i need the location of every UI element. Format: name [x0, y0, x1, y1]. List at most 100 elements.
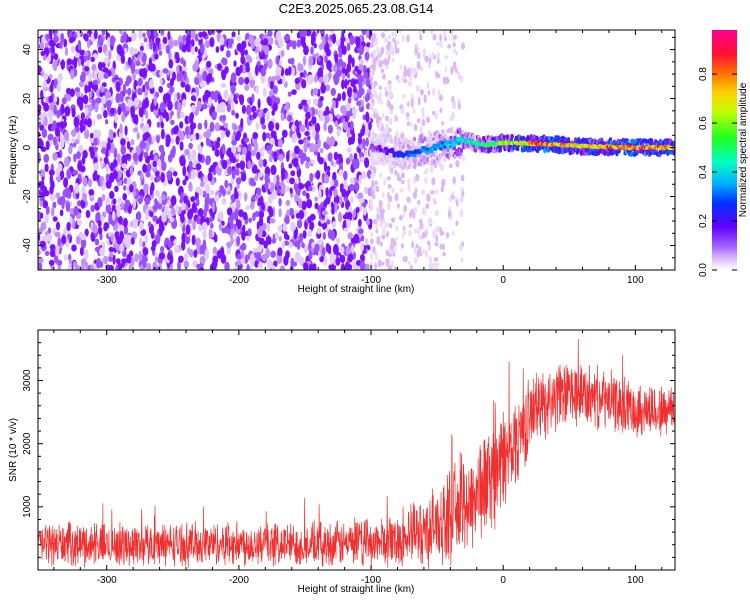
scatter-mark [436, 51, 441, 61]
noise-mark [304, 131, 310, 137]
noise-mark [176, 92, 181, 101]
noise-mark [245, 54, 251, 61]
signal-core-mark [383, 146, 388, 151]
noise-mark [130, 237, 135, 245]
scatter-mark [369, 43, 374, 49]
noise-mark [306, 192, 310, 200]
noise-mark [354, 181, 360, 192]
scatter-mark [388, 252, 392, 257]
noise-mark [69, 88, 75, 97]
noise-mark [329, 254, 333, 264]
signal-halo-mark [423, 136, 427, 142]
noise-mark [88, 178, 92, 188]
noise-mark [310, 159, 315, 165]
noise-mark [194, 46, 198, 53]
scatter-mark [377, 96, 381, 104]
noise-mark [167, 252, 171, 261]
noise-mark [165, 44, 171, 54]
noise-mark [43, 102, 49, 112]
scatter-mark [407, 182, 411, 192]
noise-mark [257, 243, 263, 253]
noise-mark [196, 100, 202, 111]
scatter-mark [425, 168, 429, 174]
scatter-mark [448, 210, 451, 218]
signal-halo-mark [384, 137, 388, 142]
noise-mark [256, 252, 262, 263]
scatter-mark [397, 30, 402, 34]
noise-mark [82, 192, 87, 202]
scatter-mark [424, 177, 428, 184]
signal-core-mark [448, 140, 453, 145]
noise-mark [198, 134, 203, 140]
noise-mark [358, 198, 365, 204]
noise-mark [344, 261, 350, 270]
noise-mark [192, 219, 196, 231]
noise-mark [341, 188, 347, 198]
noise-mark [277, 247, 283, 257]
noise-mark [142, 32, 146, 38]
noise-mark [323, 122, 327, 132]
noise-mark [99, 160, 104, 168]
noise-mark [120, 201, 125, 210]
noise-mark [152, 31, 159, 38]
noise-mark [204, 119, 208, 130]
noise-mark [352, 159, 359, 170]
noise-mark [358, 218, 362, 227]
noise-mark [240, 118, 244, 128]
noise-mark [49, 74, 53, 79]
scatter-mark [396, 40, 400, 45]
scatter-mark [388, 117, 393, 126]
noise-mark [97, 46, 103, 54]
noise-mark [97, 61, 103, 71]
scatter-mark [403, 204, 408, 212]
noise-mark [144, 235, 149, 243]
signal-halo-mark [394, 145, 398, 151]
noise-mark [169, 77, 174, 87]
scatter-mark [381, 112, 385, 118]
noise-mark [165, 113, 169, 122]
noise-mark [332, 179, 339, 188]
noise-mark [243, 192, 248, 202]
noise-mark [275, 66, 282, 76]
noise-mark [60, 103, 65, 115]
noise-mark [116, 170, 123, 179]
noise-mark [209, 121, 215, 132]
signal-halo-mark [443, 157, 447, 163]
noise-mark [175, 177, 180, 187]
noise-mark [115, 258, 121, 265]
scatter-mark [394, 193, 399, 202]
noise-mark [295, 195, 300, 202]
noise-mark [204, 40, 211, 49]
noise-mark [190, 169, 196, 180]
noise-mark [332, 100, 336, 109]
noise-mark [315, 52, 320, 59]
signal-halo-mark [510, 134, 514, 139]
noise-mark [141, 67, 148, 79]
noise-mark [188, 160, 193, 169]
noise-mark [44, 48, 50, 56]
scatter-mark [419, 66, 424, 72]
noise-mark [324, 55, 328, 64]
noise-mark [287, 91, 292, 97]
noise-mark [190, 122, 197, 130]
noise-mark [235, 112, 239, 119]
noise-mark [312, 128, 316, 140]
noise-mark [299, 30, 306, 38]
noise-mark [279, 181, 285, 188]
noise-mark [44, 163, 49, 173]
noise-mark [176, 64, 180, 76]
noise-mark [38, 152, 41, 164]
noise-mark [104, 119, 109, 125]
noise-mark [279, 266, 285, 270]
noise-mark [44, 250, 50, 256]
noise-mark [269, 137, 275, 145]
noise-mark [115, 204, 122, 211]
noise-mark [64, 47, 69, 56]
noise-mark [84, 66, 90, 72]
noise-mark [132, 218, 138, 229]
scatter-mark [397, 203, 400, 210]
noise-mark [122, 217, 128, 228]
noise-mark [65, 201, 71, 212]
noise-mark [49, 174, 53, 182]
signal-halo-mark [430, 159, 434, 165]
